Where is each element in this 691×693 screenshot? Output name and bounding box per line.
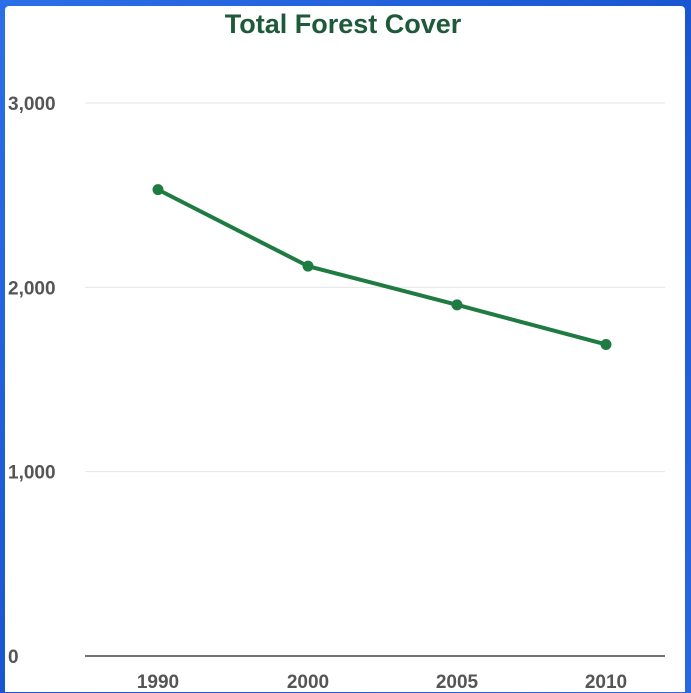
series-line bbox=[156, 187, 608, 347]
data-point bbox=[451, 299, 463, 311]
x-tick-label: 2010 bbox=[585, 672, 627, 693]
x-tick-label: 2000 bbox=[287, 672, 329, 693]
x-axis-ticks: 1990 2000 2005 2010 bbox=[137, 672, 627, 693]
y-axis-ticks: 0 1,000 2,000 3,000 bbox=[8, 94, 56, 668]
y-tick-label: 2,000 bbox=[8, 278, 56, 299]
chart-panel bbox=[5, 6, 685, 692]
gridlines bbox=[85, 102, 665, 473]
x-tick-label: 2005 bbox=[436, 672, 479, 693]
y-tick-label: 1,000 bbox=[8, 463, 56, 484]
data-point bbox=[152, 184, 164, 196]
y-tick-label: 3,000 bbox=[8, 94, 56, 115]
series-layer bbox=[152, 184, 612, 350]
data-point bbox=[302, 260, 314, 272]
chart-title: Total Forest Cover bbox=[225, 9, 462, 39]
x-tick-label: 1990 bbox=[137, 672, 179, 693]
data-point bbox=[600, 338, 612, 350]
y-tick-label: 0 bbox=[8, 647, 19, 668]
